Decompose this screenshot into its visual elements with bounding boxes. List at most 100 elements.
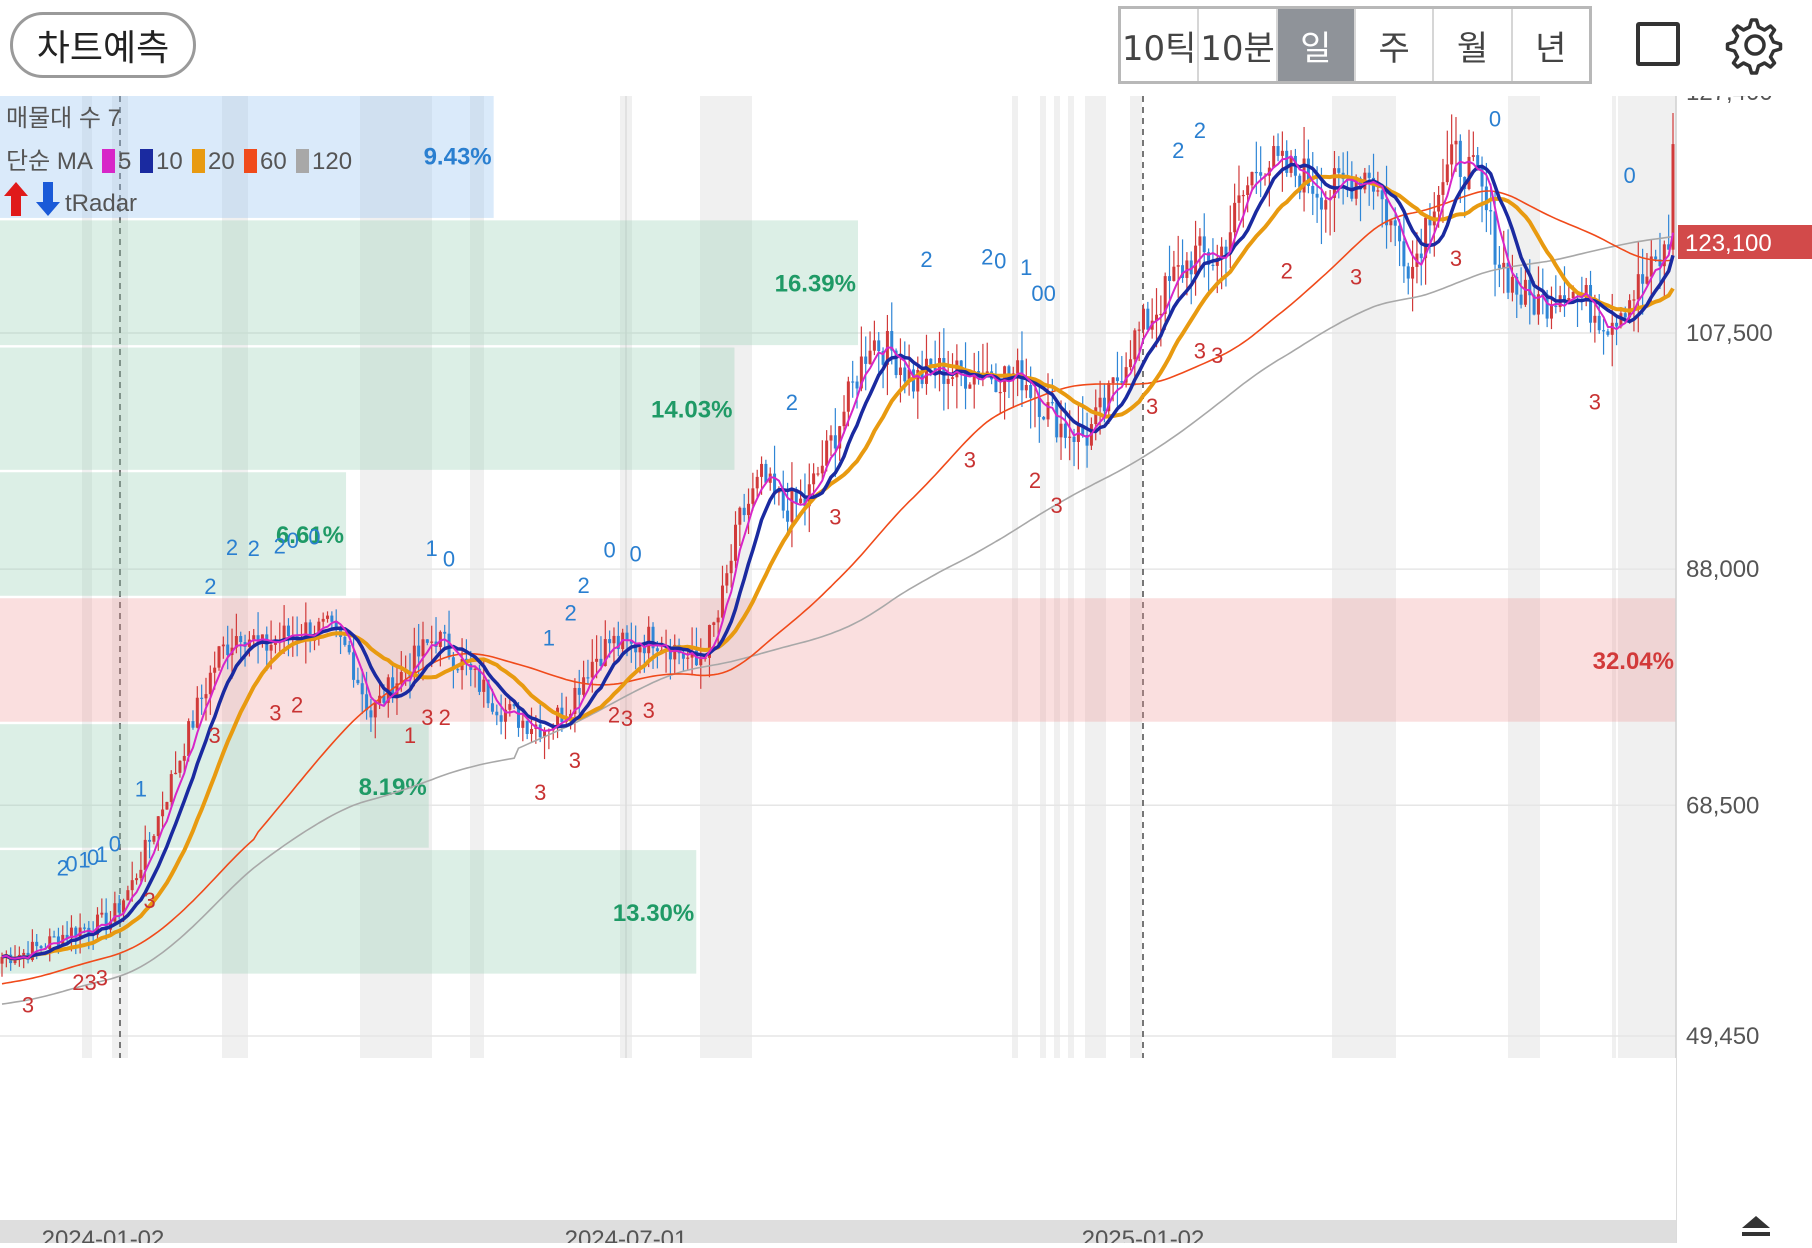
moving-average-layer xyxy=(1,155,1675,1005)
candle-body xyxy=(430,641,434,643)
candle-body xyxy=(1211,264,1215,266)
period-tab-3[interactable]: 주 xyxy=(1356,9,1435,81)
candle-body xyxy=(1241,194,1245,197)
candle-body xyxy=(1155,314,1159,321)
candle-body xyxy=(1645,276,1649,284)
candle-body xyxy=(451,657,455,670)
buy-signal-label: 1 xyxy=(135,777,147,802)
buy-signal-label: 2 xyxy=(920,247,932,272)
session-band xyxy=(1054,96,1060,1058)
sell-signal-label: 3 xyxy=(569,748,581,773)
candle-body xyxy=(760,463,764,477)
candle-body xyxy=(1159,313,1163,316)
price-chart[interactable]: 9.43%16.39%14.03%6.61%32.04%8.19%13.30% … xyxy=(0,12,1812,1248)
candle-body xyxy=(1515,276,1519,295)
sell-signal-label: 3 xyxy=(269,700,281,725)
candle-body xyxy=(1068,436,1072,438)
candle-body xyxy=(369,710,373,718)
candle-body xyxy=(438,631,442,647)
ma-legend-period: 10 xyxy=(156,148,183,175)
period-tab-2[interactable]: 일 xyxy=(1277,9,1356,81)
period-tab-1[interactable]: 10분 xyxy=(1199,9,1278,81)
candle-body xyxy=(530,728,534,735)
candle-body xyxy=(699,658,703,666)
candle-body xyxy=(130,880,134,891)
candle-body xyxy=(252,635,256,640)
chart-predict-button[interactable]: 차트예측 xyxy=(10,12,196,78)
candle-body xyxy=(1259,172,1263,176)
candle-body xyxy=(30,941,34,960)
buy-signal-label: 2 xyxy=(204,574,216,599)
y-tick-label: 88,000 xyxy=(1686,556,1759,583)
candle-body xyxy=(200,697,204,699)
candle-body xyxy=(1458,140,1462,177)
candle-body xyxy=(929,358,933,368)
candle-body xyxy=(920,369,924,384)
candle-body xyxy=(1593,315,1597,323)
gear-icon[interactable] xyxy=(1724,14,1786,76)
candle-body xyxy=(1163,276,1167,314)
ma-legend-items: 5 10 20 60 120 xyxy=(102,148,352,175)
candle-body xyxy=(1098,397,1102,408)
candle-body xyxy=(1519,294,1523,305)
candle-body xyxy=(1120,381,1124,383)
candle-body xyxy=(1237,195,1241,203)
chart-area[interactable]: 9.43% 16.39% 14.03% 6.61% 32.04% 8.19% 13.30% … xyxy=(0,12,1812,1248)
candle-body xyxy=(786,510,790,522)
candle-body xyxy=(725,573,729,586)
candle-body xyxy=(1202,236,1206,253)
top-toolbar: 차트예측 10틱 10분 일 주 월 년 xyxy=(0,0,1812,96)
candle-body xyxy=(391,677,395,699)
candle-body xyxy=(321,618,325,622)
buy-signal-label: 0 xyxy=(443,547,455,572)
candle-body xyxy=(525,720,529,735)
buy-signal-label: 1 xyxy=(96,842,108,867)
sell-signal-label: 3 xyxy=(421,705,433,730)
candle-body xyxy=(603,639,607,666)
candle-body xyxy=(1016,360,1020,374)
session-band xyxy=(1332,96,1396,1058)
candle-body xyxy=(1298,175,1302,193)
candle-body xyxy=(582,677,586,695)
volume-profile-pct: 14.03% xyxy=(651,397,732,424)
ma-legend-swatch xyxy=(244,149,257,173)
candle-body xyxy=(343,636,347,645)
candle-body xyxy=(890,331,894,351)
period-tab-4[interactable]: 월 xyxy=(1434,9,1513,81)
session-band xyxy=(360,96,432,1058)
scroll-up-icon[interactable] xyxy=(1742,1216,1770,1236)
candle-body xyxy=(234,636,238,648)
sell-signal-label: 3 xyxy=(829,504,841,529)
candle-body xyxy=(269,644,273,651)
candle-body xyxy=(608,639,612,644)
candle-body xyxy=(169,774,173,802)
period-selector: 10틱 10분 일 주 월 년 xyxy=(1118,6,1592,84)
candle-body xyxy=(239,636,243,643)
ma60-line xyxy=(1,190,1674,985)
candle-body xyxy=(1393,220,1397,226)
period-tab-0[interactable]: 10틱 xyxy=(1121,9,1200,81)
candle-body xyxy=(577,687,581,695)
candle-body xyxy=(634,643,638,653)
candle-body xyxy=(1007,366,1011,378)
candle-body xyxy=(1246,185,1250,195)
candle-body xyxy=(1059,423,1063,438)
candle-body xyxy=(1250,171,1254,186)
candle-body xyxy=(508,704,512,710)
square-icon[interactable] xyxy=(1636,22,1680,66)
sell-signal-label: 3 xyxy=(143,888,155,913)
buy-signal-label: 0 xyxy=(65,851,77,876)
candle-body xyxy=(382,695,386,703)
candle-body xyxy=(1280,150,1284,156)
candle-body xyxy=(777,491,781,493)
y-tick-label: 107,500 xyxy=(1686,320,1773,347)
candle-body xyxy=(764,463,768,483)
candle-body xyxy=(1194,245,1198,275)
buy-signal-label: 0 xyxy=(1623,163,1635,188)
candle-body xyxy=(1493,211,1497,265)
session-band xyxy=(1085,96,1106,1058)
candle-body xyxy=(143,839,147,870)
candle-body xyxy=(1254,171,1258,174)
candle-body xyxy=(208,672,212,695)
period-tab-5[interactable]: 년 xyxy=(1535,28,1567,69)
